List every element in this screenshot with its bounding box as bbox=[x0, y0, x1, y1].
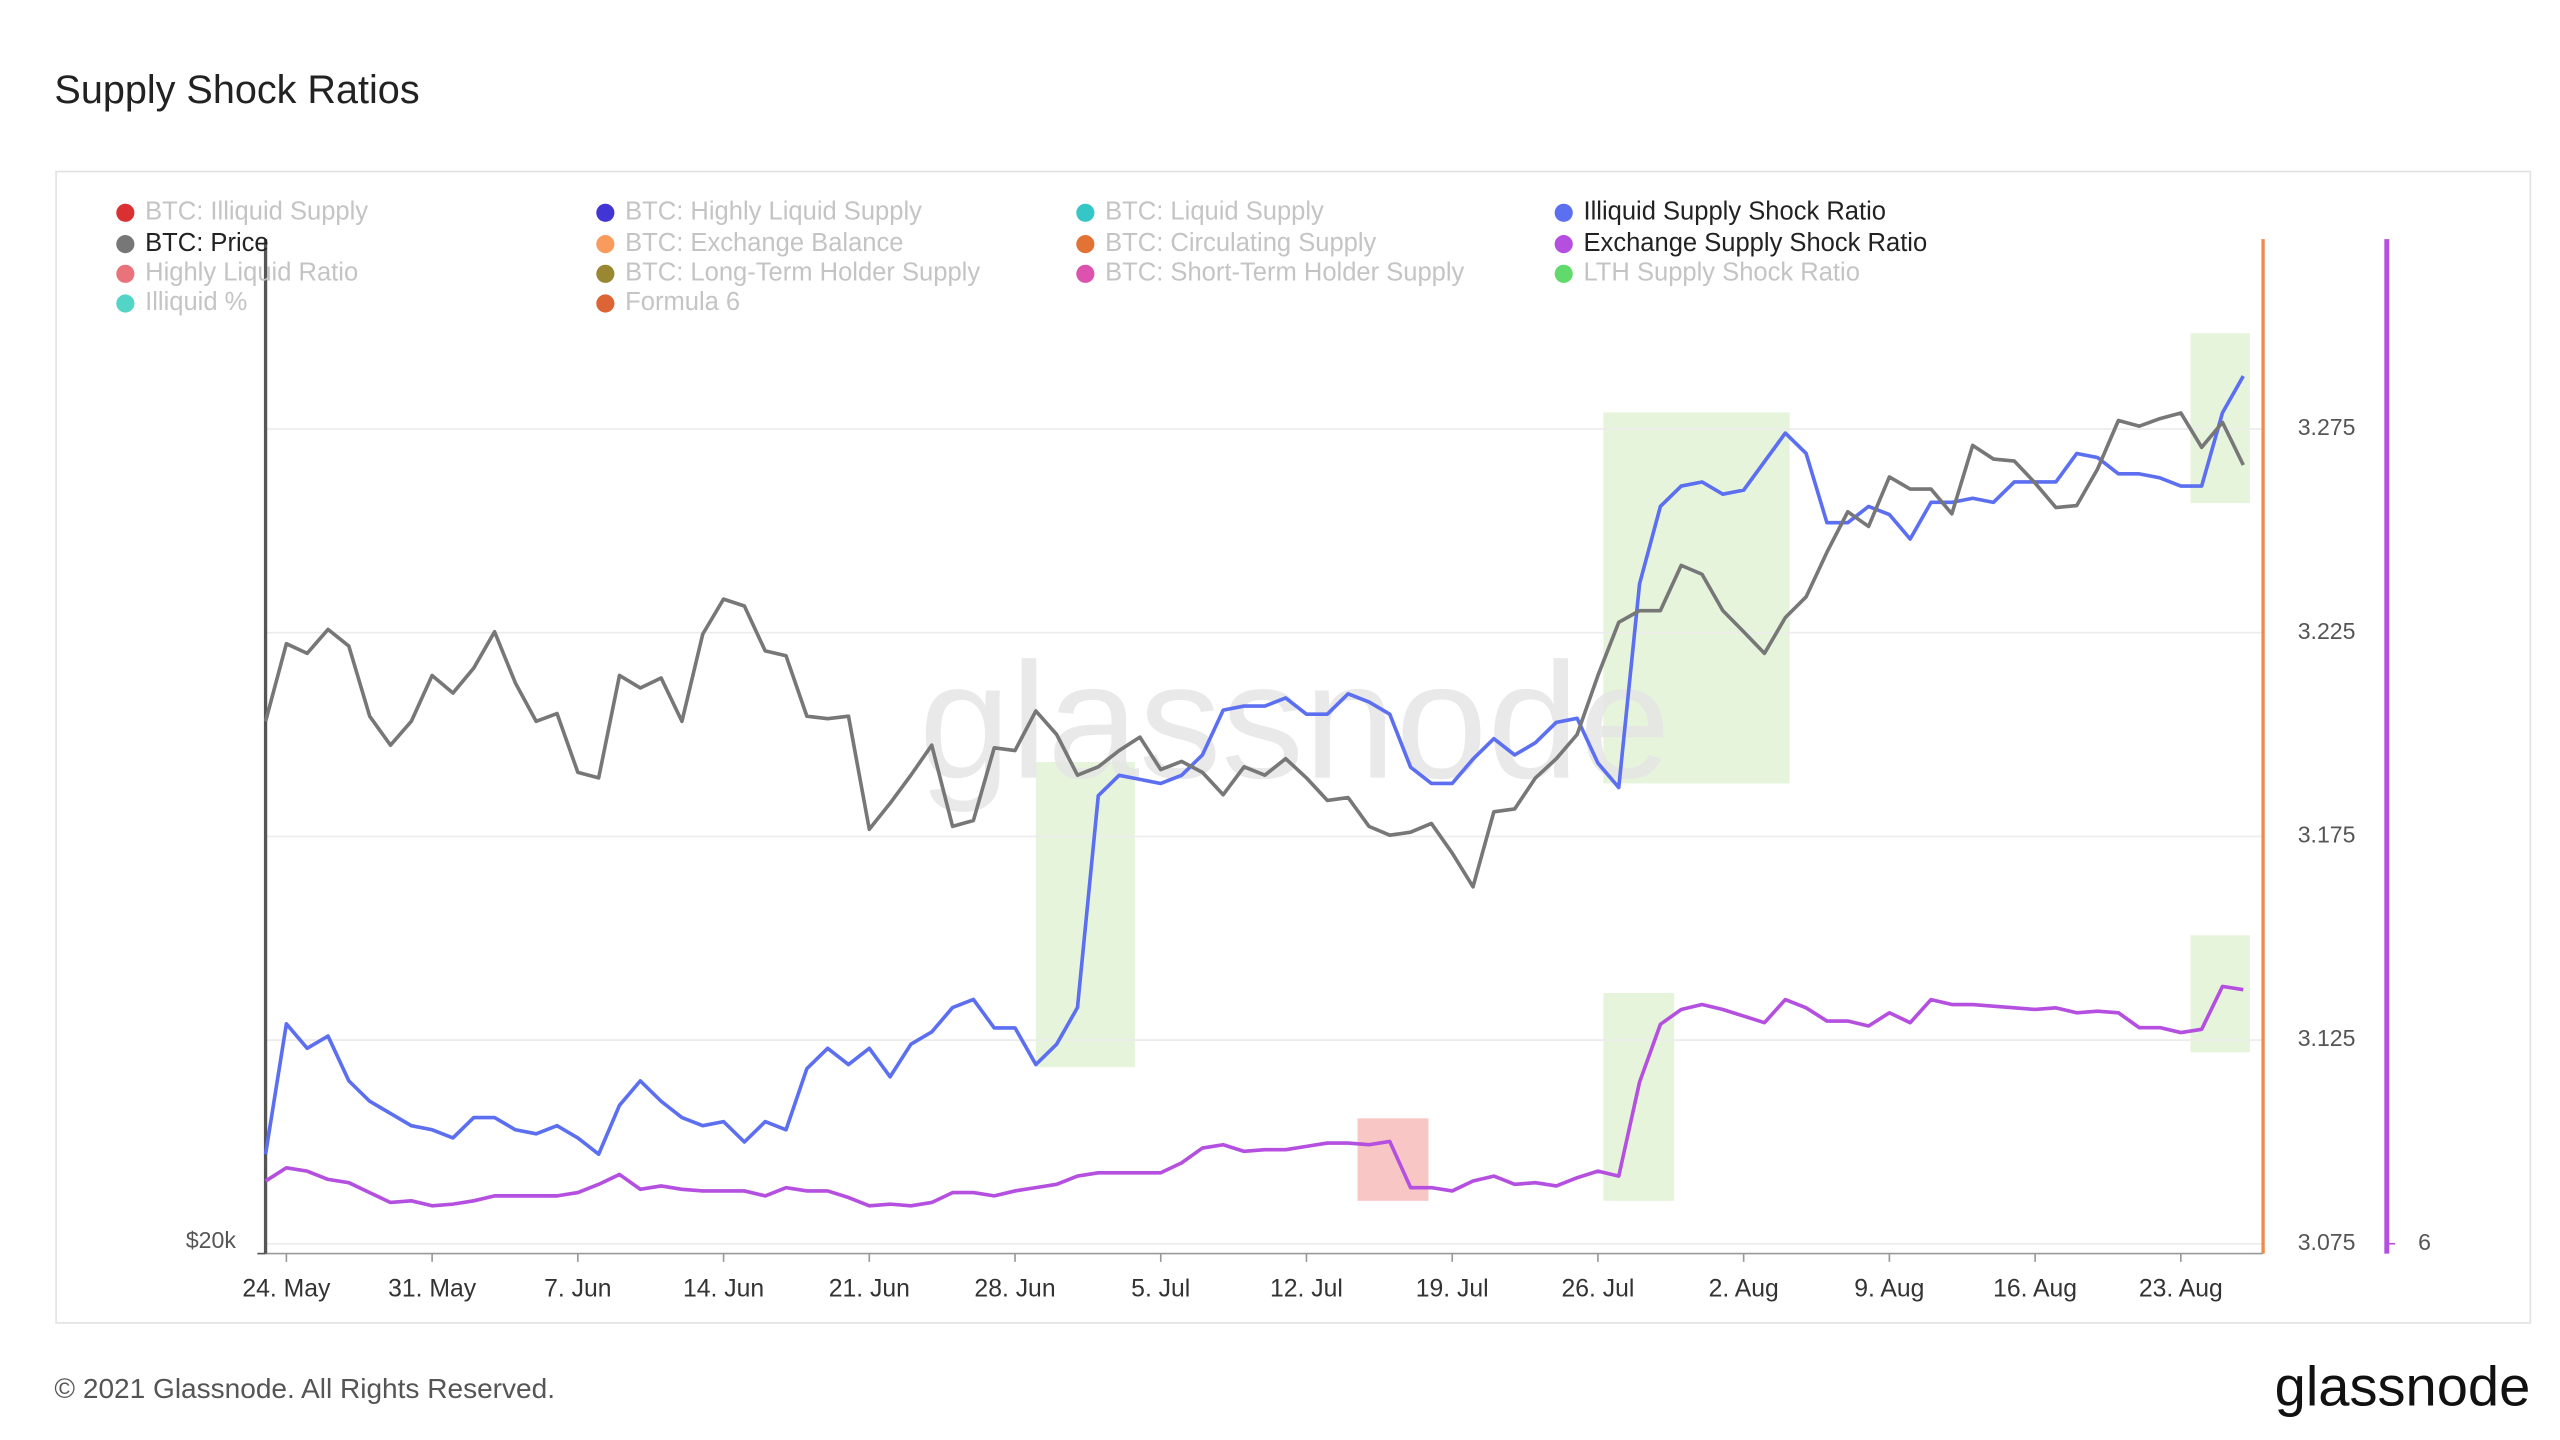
legend-label: BTC: Highly Liquid Supply bbox=[625, 198, 922, 226]
legend-label: LTH Supply Shock Ratio bbox=[1584, 259, 1860, 287]
x-tick-label: 12. Jul bbox=[1270, 1275, 1343, 1302]
legend-item[interactable]: BTC: Circulating Supply bbox=[1076, 229, 1377, 257]
legend-item[interactable]: BTC: Long-Term Holder Supply bbox=[596, 259, 980, 287]
legend-swatch bbox=[1076, 203, 1095, 222]
legend-label: Illiquid % bbox=[145, 288, 247, 316]
legend-label: Exchange Supply Shock Ratio bbox=[1584, 229, 1928, 257]
legend-label: BTC: Price bbox=[145, 229, 268, 257]
legend-item[interactable]: Highly Liquid Ratio bbox=[116, 259, 358, 287]
legend-item[interactable]: Exchange Supply Shock Ratio bbox=[1554, 229, 1928, 257]
legend-label: BTC: Short-Term Holder Supply bbox=[1105, 259, 1464, 287]
y2-tick-label: 3.075 bbox=[2298, 1229, 2356, 1255]
legend-item[interactable]: BTC: Illiquid Supply bbox=[116, 198, 368, 226]
x-tick-label: 16. Aug bbox=[1993, 1275, 2077, 1302]
legend-item[interactable]: BTC: Liquid Supply bbox=[1076, 198, 1324, 226]
y-tick-label: $20k bbox=[186, 1227, 237, 1253]
legend-label: BTC: Liquid Supply bbox=[1105, 198, 1324, 226]
chart-frame bbox=[55, 170, 2532, 1324]
x-tick-label: 5. Jul bbox=[1131, 1275, 1190, 1302]
legend-label: BTC: Illiquid Supply bbox=[145, 198, 368, 226]
legend-swatch bbox=[116, 264, 135, 283]
legend-item[interactable]: Illiquid % bbox=[116, 288, 247, 316]
highlight bbox=[1603, 412, 1790, 784]
y2-tick-label: 3.275 bbox=[2298, 414, 2356, 440]
x-tick-label: 9. Aug bbox=[1854, 1275, 1924, 1302]
footer: © 2021 Glassnode. All Rights Reserved. bbox=[54, 1373, 555, 1404]
series-line bbox=[263, 375, 2245, 1157]
x-tick-label: 28. Jun bbox=[974, 1275, 1055, 1302]
y2-tick-label: 3.225 bbox=[2298, 618, 2356, 644]
legend-label: Highly Liquid Ratio bbox=[145, 259, 358, 287]
x-tick-label: 19. Jul bbox=[1416, 1275, 1489, 1302]
legend-swatch bbox=[1554, 264, 1573, 283]
legend-swatch bbox=[596, 235, 615, 254]
x-tick-label: 21. Jun bbox=[829, 1275, 910, 1302]
legend-swatch bbox=[1076, 235, 1095, 254]
series-line bbox=[264, 984, 2244, 1208]
y2-tick-label: 3.125 bbox=[2298, 1025, 2356, 1051]
legend-swatch bbox=[1554, 203, 1573, 222]
legend-label: BTC: Circulating Supply bbox=[1105, 229, 1376, 257]
legend-item[interactable]: BTC: Highly Liquid Supply bbox=[596, 198, 922, 226]
x-tick-label: 14. Jun bbox=[683, 1275, 764, 1302]
legend-item[interactable]: BTC: Exchange Balance bbox=[596, 229, 903, 257]
legend-swatch bbox=[596, 264, 615, 283]
x-tick-label: 24. May bbox=[242, 1275, 331, 1302]
legend-label: Formula 6 bbox=[625, 288, 740, 316]
legend-label: Illiquid Supply Shock Ratio bbox=[1584, 198, 1886, 226]
logo: glassnode bbox=[2275, 1354, 2531, 1417]
y3-tick-label: 6 bbox=[2418, 1229, 2431, 1255]
chart-title: Supply Shock Ratios bbox=[54, 68, 419, 112]
legend-label: BTC: Long-Term Holder Supply bbox=[625, 259, 980, 287]
legend-swatch bbox=[1076, 264, 1095, 283]
x-tick-label: 2. Aug bbox=[1709, 1275, 1779, 1302]
legend-label: BTC: Exchange Balance bbox=[625, 229, 903, 257]
highlights bbox=[1035, 333, 2250, 1201]
series-line bbox=[263, 411, 2245, 889]
legend-swatch bbox=[116, 294, 135, 313]
legend-swatch bbox=[596, 294, 615, 313]
legend-swatch bbox=[116, 235, 135, 254]
legend-swatch bbox=[596, 203, 615, 222]
legend-item[interactable]: BTC: Price bbox=[116, 229, 269, 257]
legend-item[interactable]: Formula 6 bbox=[596, 288, 740, 316]
legend-item[interactable]: BTC: Short-Term Holder Supply bbox=[1076, 259, 1465, 287]
legend-swatch bbox=[116, 203, 135, 222]
legend-item[interactable]: Illiquid Supply Shock Ratio bbox=[1554, 198, 1886, 226]
x-tick-label: 31. May bbox=[388, 1275, 477, 1302]
x-tick-label: 23. Aug bbox=[2139, 1275, 2223, 1302]
highlight bbox=[1603, 992, 1675, 1201]
x-tick-label: 7. Jun bbox=[544, 1275, 611, 1302]
legend-swatch bbox=[1554, 235, 1573, 254]
legend-item[interactable]: LTH Supply Shock Ratio bbox=[1554, 259, 1860, 287]
y2-tick-label: 3.175 bbox=[2298, 822, 2356, 848]
x-tick-label: 26. Jul bbox=[1561, 1275, 1634, 1302]
